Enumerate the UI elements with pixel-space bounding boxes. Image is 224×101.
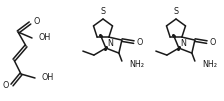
Text: S: S bbox=[173, 6, 179, 15]
Text: S: S bbox=[100, 6, 106, 15]
Text: NH₂: NH₂ bbox=[202, 60, 217, 69]
Text: N: N bbox=[107, 39, 113, 48]
Text: OH: OH bbox=[38, 34, 50, 43]
Text: N: N bbox=[180, 39, 186, 48]
Text: O: O bbox=[33, 17, 39, 26]
Text: O: O bbox=[137, 38, 143, 47]
Text: NH₂: NH₂ bbox=[129, 60, 144, 69]
Text: O: O bbox=[3, 82, 9, 90]
Text: OH: OH bbox=[41, 74, 53, 83]
Text: O: O bbox=[210, 38, 216, 47]
